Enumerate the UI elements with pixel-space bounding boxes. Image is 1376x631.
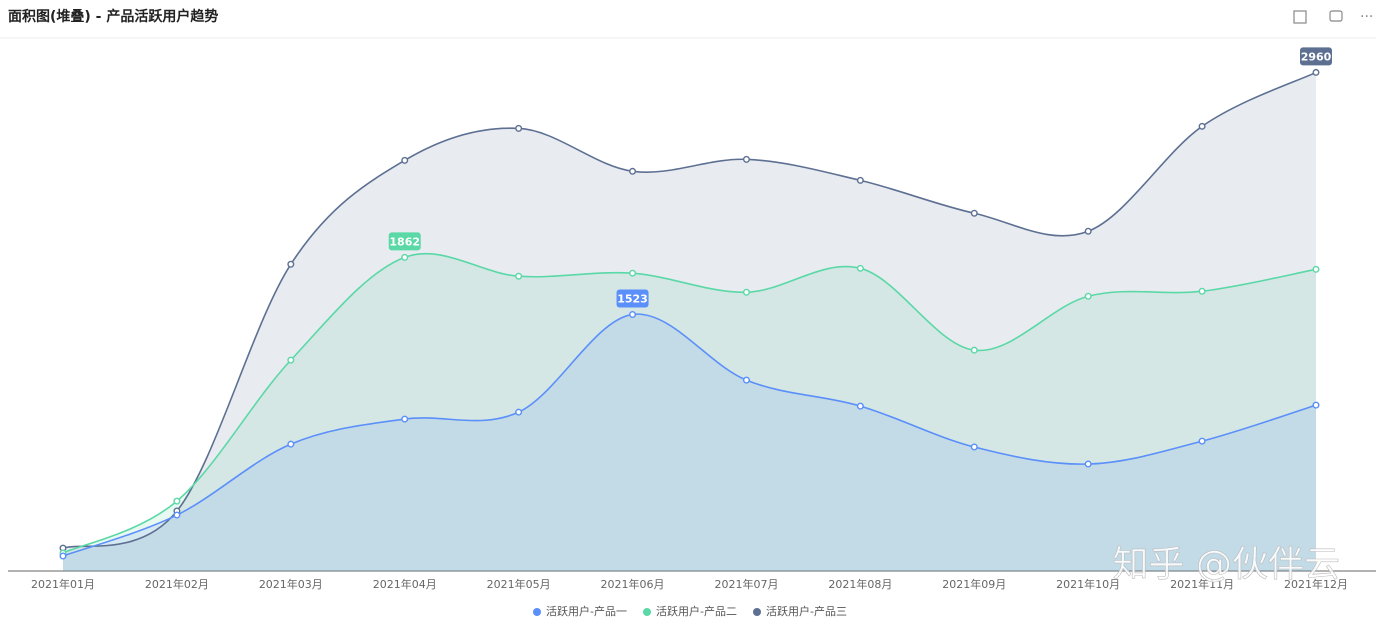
legend-marker	[643, 608, 651, 616]
point	[742, 155, 750, 163]
point	[1312, 265, 1320, 273]
point	[970, 209, 978, 217]
point	[515, 124, 523, 132]
point	[287, 356, 295, 364]
point	[1312, 401, 1320, 409]
point	[515, 408, 523, 416]
area	[63, 314, 1316, 571]
point	[629, 310, 637, 318]
data-label: 1523	[617, 292, 648, 305]
line	[62, 71, 1317, 549]
x-tick-label: 2021年05月	[487, 577, 551, 591]
point	[970, 443, 978, 451]
point	[629, 167, 637, 175]
x-tick-label: 2021年08月	[828, 577, 892, 591]
expand-icon[interactable]	[1293, 10, 1307, 24]
x-tick-label: 2021年07月	[714, 577, 778, 591]
x-tick-label: 2021年03月	[259, 577, 323, 591]
point	[401, 253, 409, 261]
point	[515, 272, 523, 280]
point	[629, 269, 637, 277]
point	[173, 511, 181, 519]
switch-icon[interactable]	[1329, 10, 1343, 22]
data-label-bg	[388, 232, 421, 251]
x-tick-label: 2021年11月	[1170, 577, 1234, 591]
point	[856, 264, 864, 272]
data-label-bg	[616, 289, 649, 308]
x-tick-label: 2021年09月	[942, 577, 1006, 591]
x-tick-label: 2021年10月	[1056, 577, 1120, 591]
legend-marker	[533, 608, 541, 616]
point	[970, 346, 978, 354]
chart-title: 面积图(堆叠) - 产品活跃用户趋势	[8, 8, 218, 25]
x-tick-label: 2021年02月	[145, 577, 209, 591]
more-icon[interactable]: ···	[1360, 9, 1373, 25]
point	[856, 176, 864, 184]
x-tick-label: 2021年12月	[1284, 577, 1348, 591]
point	[1198, 122, 1206, 130]
data-label: 1862	[389, 235, 420, 248]
point	[742, 376, 750, 384]
area	[63, 253, 1316, 571]
watermark: 知乎 @伙伴云	[1113, 544, 1340, 585]
point	[1084, 292, 1092, 300]
point	[287, 440, 295, 448]
point	[401, 156, 409, 164]
data-label-bg	[1300, 47, 1332, 66]
point	[287, 260, 295, 268]
toolbar: ···	[1293, 9, 1373, 25]
point	[1312, 68, 1320, 76]
point	[1084, 460, 1092, 468]
legend-label: 活跃用户-产品二	[656, 604, 737, 618]
point	[1084, 227, 1092, 235]
legend-label: 活跃用户-产品三	[766, 604, 847, 618]
x-tick-label: 2021年06月	[601, 577, 665, 591]
area	[63, 72, 1316, 572]
point	[173, 497, 181, 505]
x-tick-label: 2021年04月	[373, 577, 437, 591]
point	[856, 402, 864, 410]
point	[401, 415, 409, 423]
point	[1198, 287, 1206, 295]
point	[742, 288, 750, 296]
x-tick-label: 2021年01月	[31, 577, 95, 591]
point	[59, 552, 67, 560]
legend-marker	[753, 608, 761, 616]
legend-label: 活跃用户-产品一	[546, 604, 627, 618]
point	[1198, 437, 1206, 445]
data-label: 2960	[1301, 50, 1332, 63]
